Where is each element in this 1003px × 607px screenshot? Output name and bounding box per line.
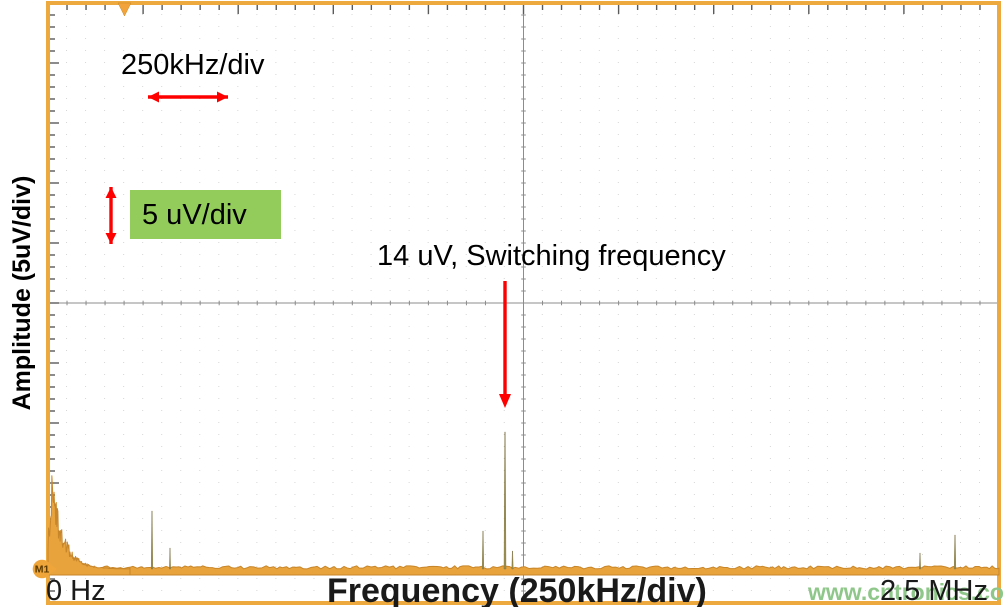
svg-text:Frequency (250kHz/div): Frequency (250kHz/div) <box>327 572 707 607</box>
svg-text:250kHz/div: 250kHz/div <box>121 49 265 81</box>
svg-text:0 Hz: 0 Hz <box>46 575 106 607</box>
svg-text:5 uV/div: 5 uV/div <box>142 199 247 231</box>
svg-text:14 uV, Switching frequency: 14 uV, Switching frequency <box>377 240 726 272</box>
svg-text:2.5 MHz: 2.5 MHz <box>880 575 988 607</box>
svg-text:M1: M1 <box>35 564 50 576</box>
